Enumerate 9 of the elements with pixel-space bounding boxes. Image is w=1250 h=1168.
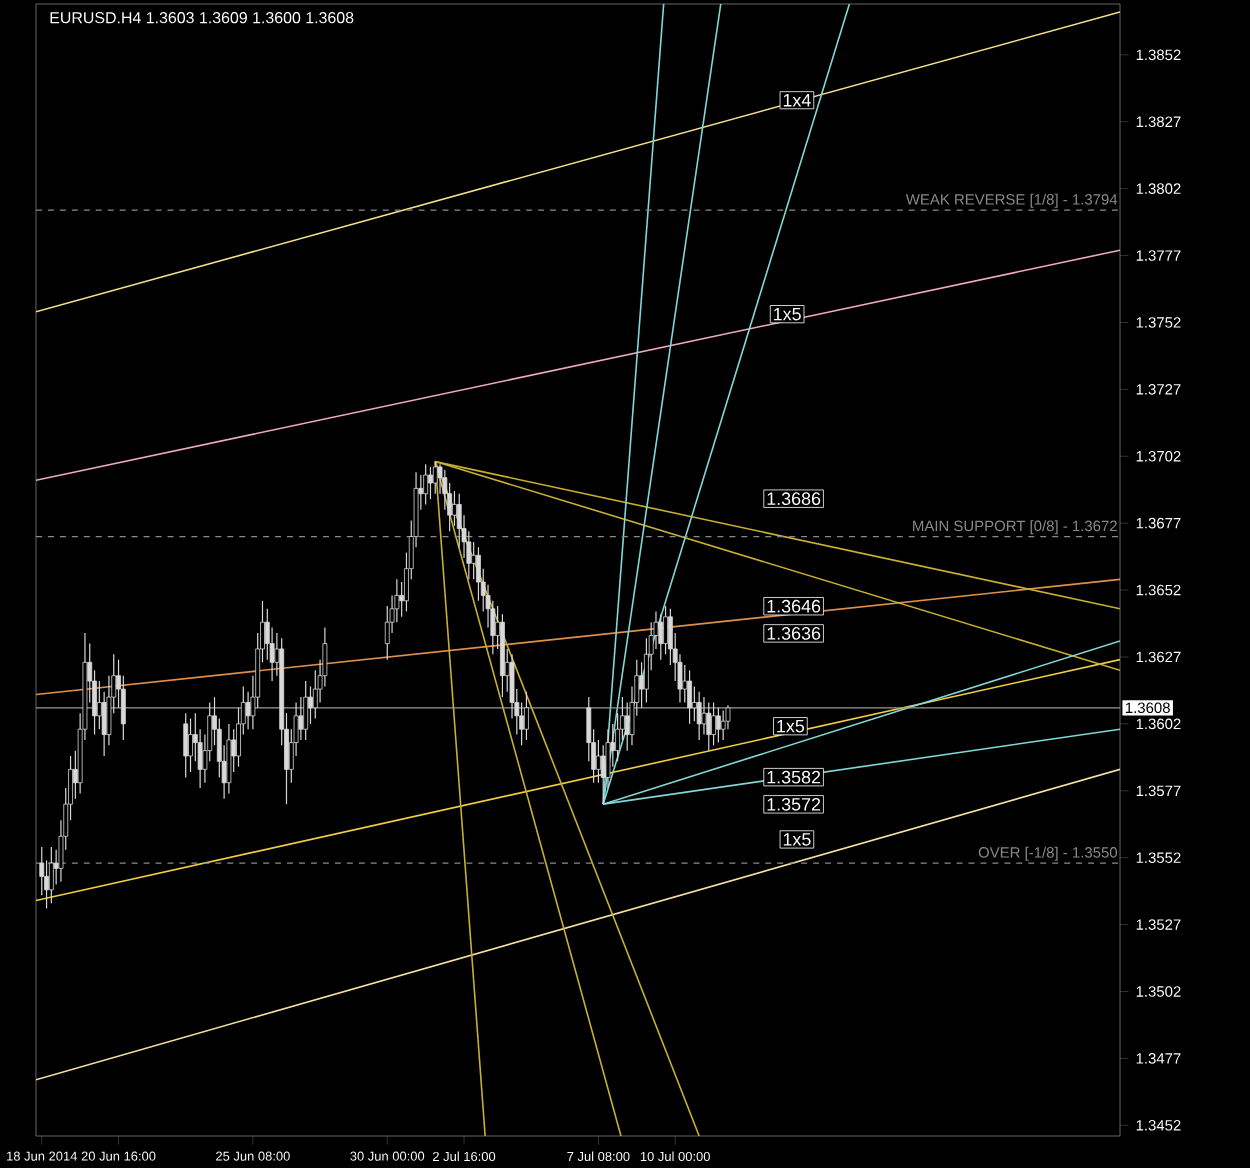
annotation: 1x4 bbox=[783, 94, 811, 107]
annotation: 1.3686 bbox=[767, 492, 821, 506]
annotation: 1.3572 bbox=[767, 797, 821, 811]
annotation: 1.3646 bbox=[767, 599, 821, 613]
annotation: 1x5 bbox=[774, 307, 801, 321]
annotation: 1.3582 bbox=[767, 770, 821, 784]
annotation: 1.3636 bbox=[767, 627, 821, 640]
annotation: 1x5 bbox=[777, 719, 805, 733]
annotation: 1x5 bbox=[783, 833, 811, 846]
